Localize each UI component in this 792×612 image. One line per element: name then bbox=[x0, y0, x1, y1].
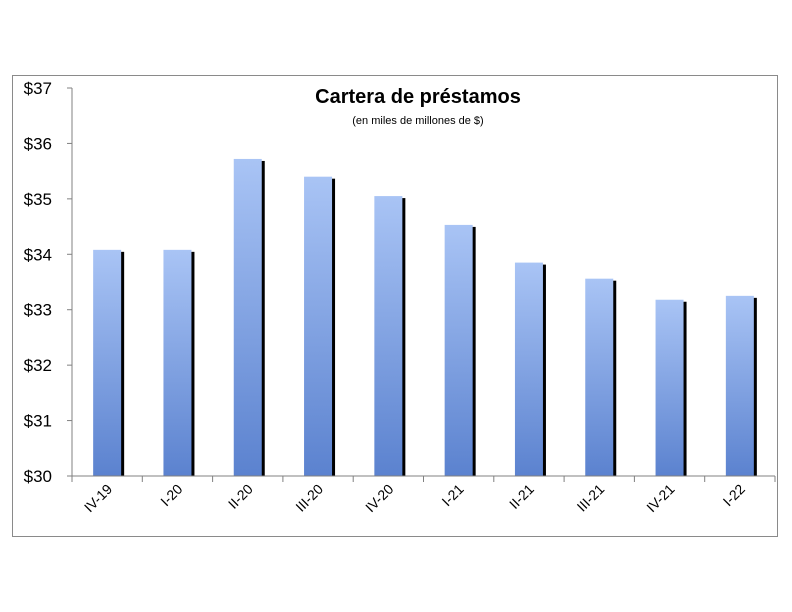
y-tick-label: $32 bbox=[24, 356, 52, 375]
y-tick-label: $31 bbox=[24, 412, 52, 431]
bar bbox=[655, 299, 684, 476]
bar bbox=[233, 158, 262, 476]
x-tick-label: II-20 bbox=[225, 481, 256, 512]
y-tick-label: $33 bbox=[24, 301, 52, 320]
y-tick-label: $34 bbox=[24, 245, 52, 264]
x-tick-label: I-21 bbox=[438, 481, 467, 510]
bar bbox=[163, 249, 192, 476]
x-axis: IV-19 I-20 II-20 III-20 IV-20 I-21 II-21 III-21… bbox=[71, 475, 776, 516]
bar bbox=[93, 249, 122, 476]
x-tick-label: III-20 bbox=[292, 481, 326, 515]
x-tick-label: IV-21 bbox=[643, 481, 678, 516]
bar bbox=[514, 262, 543, 476]
y-axis: $30 $31 $32 $33 $34 $35 $36 $37 bbox=[24, 79, 73, 486]
x-tick-label: II-21 bbox=[506, 481, 537, 512]
y-tick-label: $30 bbox=[24, 467, 52, 486]
x-tick-label: I-22 bbox=[720, 481, 749, 510]
bar bbox=[374, 196, 403, 477]
bar bbox=[585, 278, 614, 476]
x-tick-label: I-20 bbox=[157, 481, 186, 510]
y-tick-label: $36 bbox=[24, 134, 52, 153]
chart-subtitle: (en miles de millones de $) bbox=[352, 115, 483, 127]
bar bbox=[725, 295, 754, 476]
chart-frame bbox=[12, 75, 778, 537]
y-tick-label: $35 bbox=[24, 190, 52, 209]
chart-title: Cartera de préstamos bbox=[315, 86, 521, 108]
y-tick-label: $37 bbox=[24, 79, 52, 98]
x-tick-label: IV-20 bbox=[362, 481, 397, 516]
bar bbox=[304, 176, 333, 476]
bars bbox=[93, 158, 757, 477]
x-tick-label: III-21 bbox=[573, 481, 607, 515]
bar bbox=[444, 224, 473, 476]
x-tick-label: IV-19 bbox=[81, 481, 116, 516]
